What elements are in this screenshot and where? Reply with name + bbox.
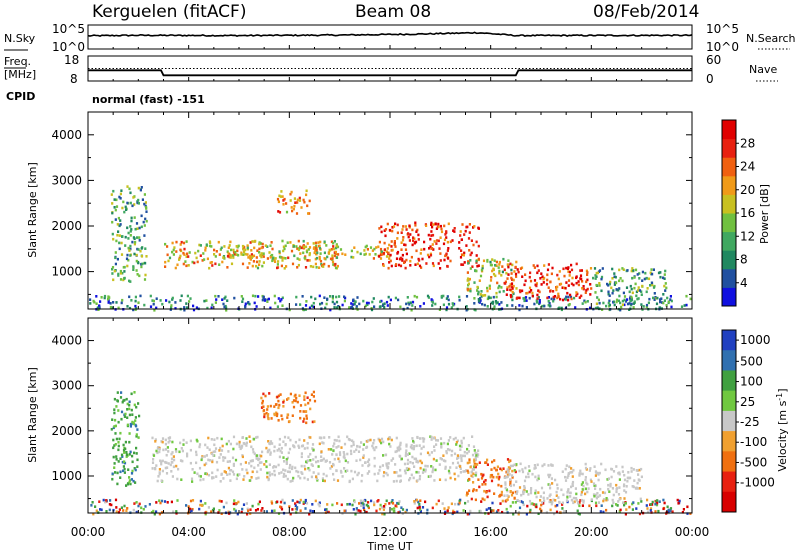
- power-echo-layer: [89, 185, 692, 312]
- echo-region: [592, 267, 668, 306]
- colorbar-swatch: [722, 350, 736, 371]
- frequency-panel: 18 8 60 0 Freq. [MHz] Nave CPID normal (…: [4, 53, 778, 106]
- colorbar-swatch: [722, 175, 736, 195]
- freq-unit-label: [MHz]: [4, 68, 36, 81]
- y-tick-label: 2000: [51, 219, 82, 233]
- colorbar-swatch: [722, 410, 736, 432]
- y-tick-label: 1000: [51, 469, 82, 483]
- beam-label: Beam 08: [355, 2, 431, 22]
- colorbar-swatch: [722, 138, 736, 158]
- colorbar-swatch: [722, 431, 736, 452]
- power-colorbar-tick: 20: [740, 183, 755, 197]
- colorbar-swatch: [722, 330, 736, 351]
- power-y-axis: 1000 2000 3000 4000: [51, 112, 693, 309]
- echo-region: [276, 189, 311, 215]
- power-colorbar-tick: 12: [740, 229, 755, 243]
- freq-left-tick-bottom: 8: [70, 72, 78, 86]
- power-ylabel: Slant Range [km]: [26, 162, 39, 258]
- colorbar-swatch: [722, 471, 736, 493]
- power-colorbar-tick: 16: [740, 206, 755, 220]
- velocity-echo-layer: [90, 390, 692, 516]
- nave-label: Nave: [749, 63, 777, 76]
- time-tick-label: 16:00: [473, 525, 508, 539]
- colorbar-swatch: [722, 287, 736, 307]
- colorbar-swatch: [722, 194, 736, 214]
- power-colorbar-label: Power [dB]: [758, 184, 771, 244]
- y-tick-label: 3000: [51, 379, 82, 393]
- echo-region: [503, 462, 643, 506]
- time-tick-label: 08:00: [272, 525, 307, 539]
- colorbar-swatch: [722, 451, 736, 473]
- echo-region: [214, 244, 391, 261]
- power-colorbar: 4 8 12 16 20 24 28: [721, 119, 755, 307]
- power-colorbar-tick: 8: [740, 253, 748, 267]
- noise-right-tick-top: 10^5: [706, 22, 739, 36]
- colorbar-swatch: [722, 370, 736, 392]
- power-colorbar-tick: 24: [740, 160, 755, 174]
- velocity-colorbar-tick: 25: [740, 395, 755, 409]
- power-panel: 1000 2000 3000 4000 Slant Range [km] 4 8 12 16…: [26, 111, 771, 312]
- velocity-colorbar-tick: -25: [740, 415, 760, 429]
- colorbar-swatch: [722, 491, 736, 513]
- velocity-colorbar-tick: 100: [740, 375, 763, 389]
- radar-title: Kerguelen (fitACF): [92, 2, 246, 22]
- power-colorbar-tick: 4: [740, 276, 748, 290]
- colorbar-swatch: [722, 120, 736, 140]
- velocity-colorbar-tick: -100: [740, 435, 767, 449]
- echo-region: [110, 185, 148, 283]
- colorbar-swatch: [722, 268, 736, 288]
- velocity-colorbar-label-text: Velocity [m s: [776, 400, 789, 471]
- colorbar-swatch: [722, 231, 736, 251]
- freq-label: Freq.: [4, 55, 31, 68]
- noise-left-tick-top: 10^5: [52, 22, 85, 36]
- velocity-colorbar-tick: 500: [740, 354, 763, 368]
- time-tick-label: 00:00: [675, 525, 710, 539]
- velocity-colorbar: 1000 500 100 25 -25 -100 -500 -1000: [721, 329, 775, 513]
- date-label: 08/Feb/2014: [593, 2, 699, 22]
- velocity-y-axis: 1000 2000 3000 4000: [51, 318, 693, 513]
- freq-right-tick-bottom: 0: [706, 72, 714, 86]
- freq-right-tick-top: 60: [706, 53, 721, 67]
- echo-region: [465, 458, 518, 502]
- n-search-label: N.Search: [746, 32, 796, 45]
- y-tick-label: 4000: [51, 334, 82, 348]
- echo-region: [377, 221, 480, 270]
- velocity-colorbar-label: Velocity [m s-1]: [775, 388, 789, 471]
- time-tick-label: 04:00: [171, 525, 206, 539]
- freq-left-tick-top: 18: [64, 53, 79, 67]
- velocity-panel: 1000 2000 3000 4000 Slant Range [km] 1000 50…: [26, 317, 789, 516]
- velocity-colorbar-tick: -500: [740, 455, 767, 469]
- power-colorbar-tick: 28: [740, 136, 755, 150]
- cpid-value: normal (fast) -151: [92, 93, 205, 106]
- colorbar-swatch: [722, 157, 736, 177]
- time-axis: 00:00 04:00 08:00 12:00 16:00 20:00 00:00: [71, 45, 710, 539]
- noise-sky-line: [87, 31, 693, 37]
- echo-region: [503, 262, 593, 302]
- time-tick-label: 00:00: [71, 525, 106, 539]
- n-sky-label: N.Sky: [4, 32, 36, 45]
- noise-right-tick-bottom: 10^0: [706, 40, 739, 54]
- echo-region: [151, 435, 480, 484]
- time-tick-label: 12:00: [373, 525, 408, 539]
- noise-left-tick-bottom: 10^0: [52, 40, 85, 54]
- time-axis-label: Time UT: [366, 540, 412, 553]
- y-tick-label: 3000: [51, 173, 82, 187]
- velocity-colorbar-tick: 1000: [740, 333, 771, 347]
- echo-region: [260, 390, 317, 425]
- y-tick-label: 1000: [51, 265, 82, 279]
- colorbar-swatch: [722, 390, 736, 412]
- y-tick-label: 2000: [51, 424, 82, 438]
- freq-line: [88, 69, 692, 77]
- cpid-label: CPID: [6, 90, 35, 103]
- echo-region: [466, 257, 518, 297]
- colorbar-swatch: [722, 213, 736, 233]
- colorbar-swatch: [722, 250, 736, 270]
- noise-panel: 10^5 10^0 10^5 10^0 N.Sky N.Search: [4, 22, 796, 54]
- echo-region: [110, 391, 141, 487]
- time-tick-label: 20:00: [574, 525, 609, 539]
- y-tick-label: 4000: [51, 128, 82, 142]
- velocity-colorbar-tick: -1000: [740, 476, 775, 490]
- velocity-ylabel: Slant Range [km]: [26, 367, 39, 463]
